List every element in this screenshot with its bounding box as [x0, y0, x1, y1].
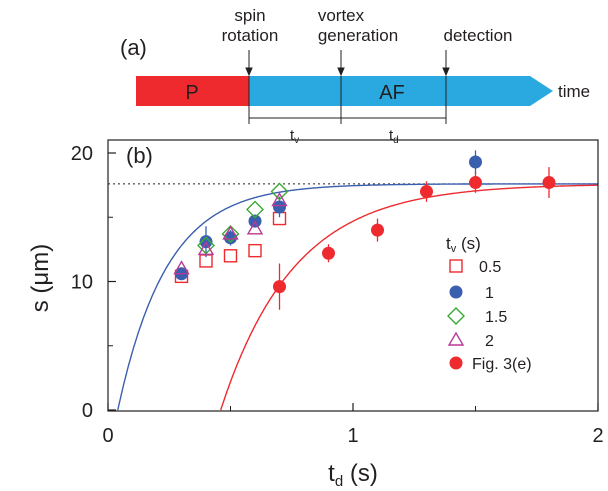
data-points: [173, 150, 556, 310]
phase-p-label: P: [185, 82, 198, 104]
vortex-generation-arrowhead: [337, 67, 345, 77]
legend-title: tv (s): [446, 234, 481, 255]
legend-marker: [449, 356, 463, 370]
data-point: [248, 243, 262, 258]
legend-marker: [449, 259, 463, 273]
time-label: time: [558, 82, 590, 101]
data-point: [273, 280, 286, 294]
x-tick-label: 2: [592, 425, 603, 447]
x-tick-label: 1: [347, 425, 358, 447]
event-labels: spin rotation vortex generation detection: [222, 6, 513, 45]
data-point: [542, 176, 556, 190]
tv-interval-label: tv: [290, 127, 299, 146]
panel-b-label: (b): [126, 143, 153, 168]
legend-marker: [449, 285, 463, 299]
event-vortex-generation-label: vortex generation: [318, 6, 398, 45]
event-spin-rotation-label: spin rotation: [222, 6, 279, 45]
spin-rotation-arrowhead: [245, 67, 253, 77]
fit-curve: [117, 183, 598, 411]
x-axis-label: td (s): [328, 460, 378, 490]
data-point: [273, 200, 286, 214]
data-point: [469, 176, 482, 190]
event-detection-label: detection: [444, 26, 513, 45]
phase-p-bar: [136, 76, 249, 106]
data-point: [224, 231, 237, 245]
detection-arrowhead: [442, 67, 450, 77]
data-point: [197, 240, 215, 256]
data-point: [223, 249, 238, 263]
data-point: [271, 192, 288, 207]
data-point: [371, 223, 384, 237]
interval-brackets: [248, 106, 447, 124]
phase-af-label: AF: [379, 82, 405, 104]
data-point: [222, 225, 239, 240]
legend-label: 1.5: [485, 309, 507, 326]
data-point: [246, 200, 264, 219]
legend: tv (s) 0.5 1 1.5 2 Fig. 3(e): [446, 234, 532, 373]
data-point: [246, 220, 264, 235]
legend-label: 0.5: [479, 259, 501, 276]
data-point: [322, 246, 335, 260]
y-tick-label: 0: [82, 400, 93, 422]
data-point: [197, 236, 215, 255]
legend-marker: [447, 331, 465, 346]
data-point: [173, 260, 190, 275]
data-point: [469, 155, 482, 169]
legend-marker: [447, 307, 465, 325]
legend-label: 2: [485, 333, 494, 350]
data-point: [420, 185, 433, 199]
timeline-panel: (a) spin rotation vortex generation detect…: [120, 6, 590, 146]
y-axis-label: s (μm): [27, 244, 54, 312]
phase-af-arrow: [249, 76, 553, 106]
data-point: [270, 182, 289, 201]
y-tick-label: 10: [71, 272, 93, 294]
td-interval-label: td: [389, 127, 399, 146]
legend-label: Fig. 3(e): [472, 356, 532, 373]
y-tick-label: 20: [71, 143, 93, 165]
event-arrows: [245, 50, 450, 77]
fit-curves: [117, 183, 598, 411]
panel-a-label: (a): [120, 35, 147, 60]
fit-curve: [220, 184, 598, 411]
data-point: [221, 224, 240, 243]
x-tick-label: 0: [102, 425, 113, 447]
legend-label: 1: [485, 285, 494, 302]
